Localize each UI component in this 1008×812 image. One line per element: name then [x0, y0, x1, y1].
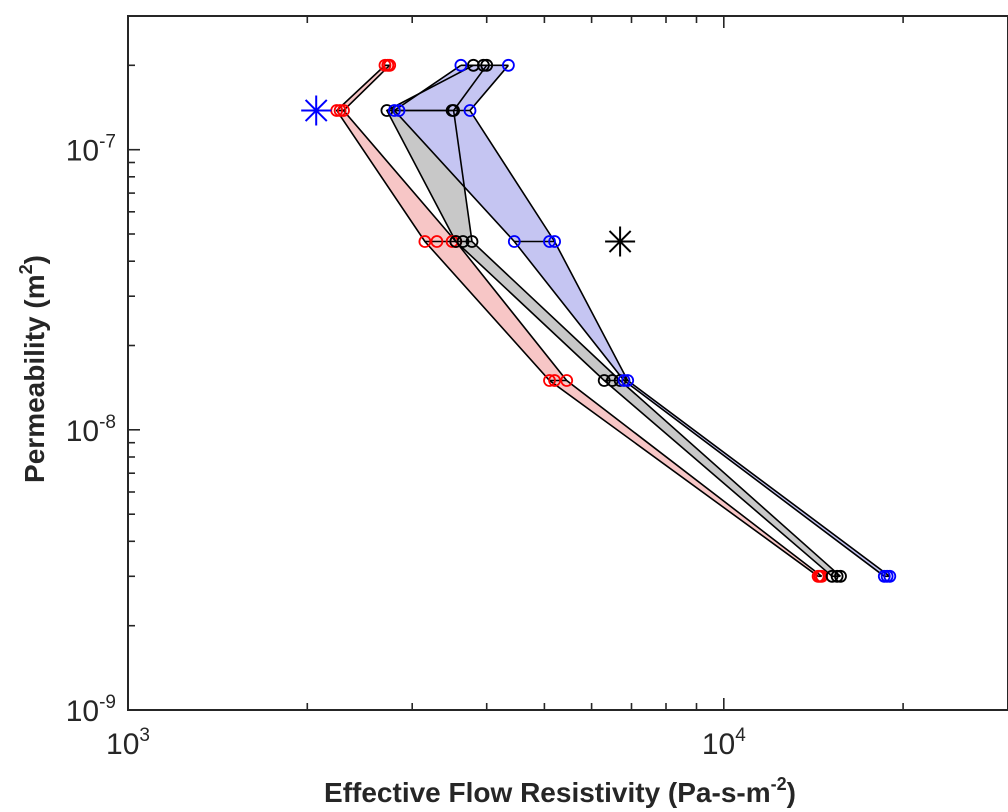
y-axis-title-main: Permeability (m: [19, 274, 50, 483]
series-2-point-3: [392, 104, 406, 117]
series-2-point-2: [387, 104, 401, 117]
x-axis-title-sup: -2: [771, 774, 787, 794]
series-1-point-6: [449, 235, 463, 248]
series-1-point-2: [480, 58, 494, 72]
series-1-point-9: [597, 374, 611, 387]
series-1-point-11: [613, 374, 627, 387]
series-0-point-2: [383, 58, 397, 72]
marker-layer: [301, 95, 636, 257]
series-0-point-6: [418, 235, 432, 248]
series-1-point-12: [825, 569, 839, 583]
series-0-point-4: [333, 104, 347, 117]
series-2-right-edge: [469, 64, 891, 577]
series-2-point-9: [621, 374, 635, 387]
series-1-point-8: [465, 235, 479, 248]
y-tick-label-2: 10-7: [66, 132, 116, 168]
point-layer: [330, 58, 897, 583]
x-axis-title-main: Effective Flow Resistivity (Pa-s-m: [324, 777, 771, 808]
y-axis-title-tail: ): [19, 255, 50, 264]
x-axis-title: Effective Flow Resistivity (Pa-s-m-2): [324, 774, 796, 808]
series-2-point-6: [543, 235, 556, 248]
series-1-point-0: [466, 58, 480, 72]
asterisk-marker-1: [605, 226, 636, 257]
series-1-point-13: [830, 569, 844, 583]
y-tick-label-0: 10-9: [66, 692, 116, 728]
y-axis-title: Permeability (m2): [16, 255, 50, 483]
series-2-point-7: [548, 235, 561, 248]
tick-layer: [127, 15, 1008, 711]
series-1-point-7: [456, 235, 470, 248]
y-axis-title-sup: 2: [16, 264, 36, 274]
y-tick-label-1: 10-8: [66, 412, 116, 448]
asterisk-marker-0: [301, 95, 332, 126]
series-0-point-5: [337, 104, 350, 117]
series-0-point-10: [543, 374, 556, 387]
envelope-layer: [336, 65, 890, 577]
series-1-point-14: [834, 569, 847, 583]
series-0-point-12: [560, 374, 574, 387]
series-1-point-5: [447, 104, 461, 117]
series-2-point-4: [463, 104, 477, 117]
x-tick-label-1: 104: [702, 725, 746, 761]
series-2-point-12: [883, 569, 897, 583]
series-0-point-7: [430, 235, 444, 248]
series-2-point-0: [454, 58, 468, 72]
series-0-point-11: [548, 374, 561, 387]
tick-label-layer: 103 104 10-9 10-8 10-7: [66, 132, 746, 761]
x-tick-label-0: 103: [106, 725, 150, 761]
x-axis-title-tail: ): [787, 777, 796, 808]
series-2-point-5: [507, 235, 521, 248]
series-1-point-3: [380, 104, 394, 117]
plot-frame: [127, 15, 1008, 711]
series-2-point-1: [501, 58, 515, 72]
series-1-point-1: [476, 58, 490, 72]
series-2-point-8: [617, 374, 631, 387]
series-2-envelope: [394, 65, 890, 577]
